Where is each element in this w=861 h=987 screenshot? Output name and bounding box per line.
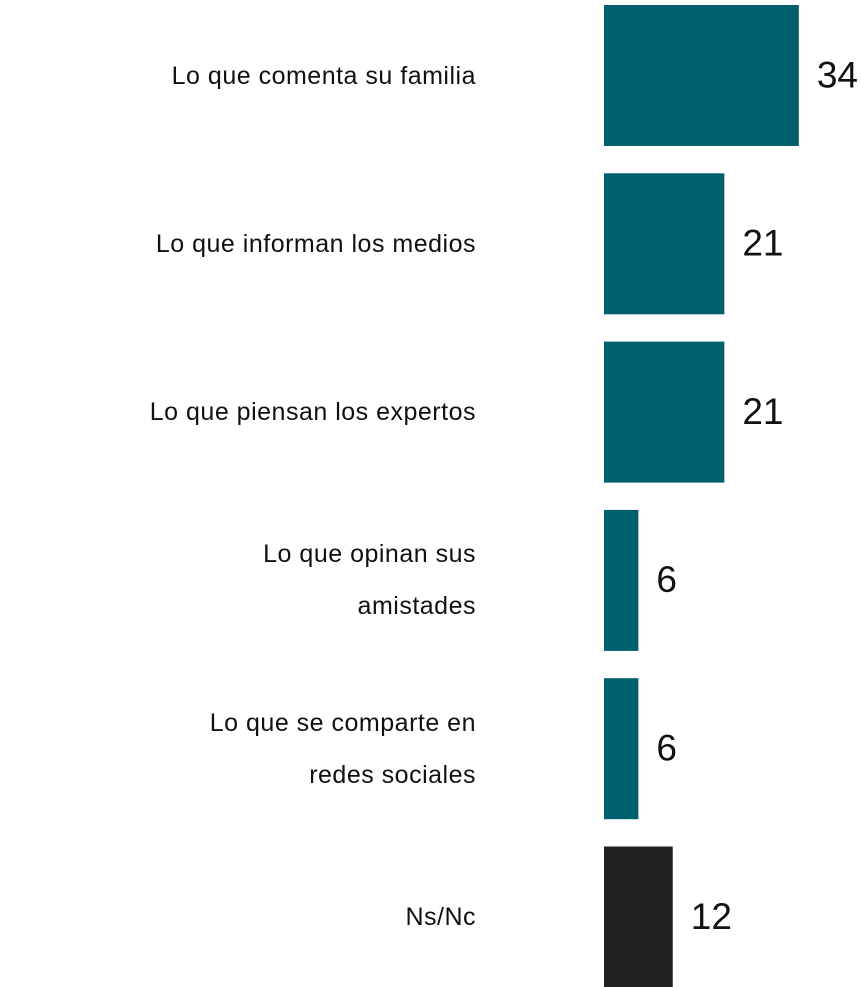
bar [604, 509, 639, 651]
category-label: Lo que opinan sus amistades [263, 540, 476, 621]
value-label: 12 [691, 896, 732, 937]
bar [604, 173, 725, 315]
bar [604, 341, 725, 483]
category-label: Lo que se comparte en redes sociales [209, 708, 476, 789]
value-label: 6 [656, 559, 677, 600]
category-label: Lo que informan los medios [155, 229, 476, 258]
bar [604, 678, 639, 820]
value-label: 21 [742, 391, 783, 432]
bar [604, 5, 799, 146]
value-label: 6 [656, 727, 677, 768]
value-label: 34 [817, 54, 858, 95]
bar [604, 846, 673, 987]
category-label: Ns/Nc [405, 903, 476, 931]
category-label: Lo que piensan los expertos [149, 398, 476, 427]
value-label: 21 [742, 223, 783, 264]
category-label: Lo que comenta su familia [171, 61, 476, 90]
